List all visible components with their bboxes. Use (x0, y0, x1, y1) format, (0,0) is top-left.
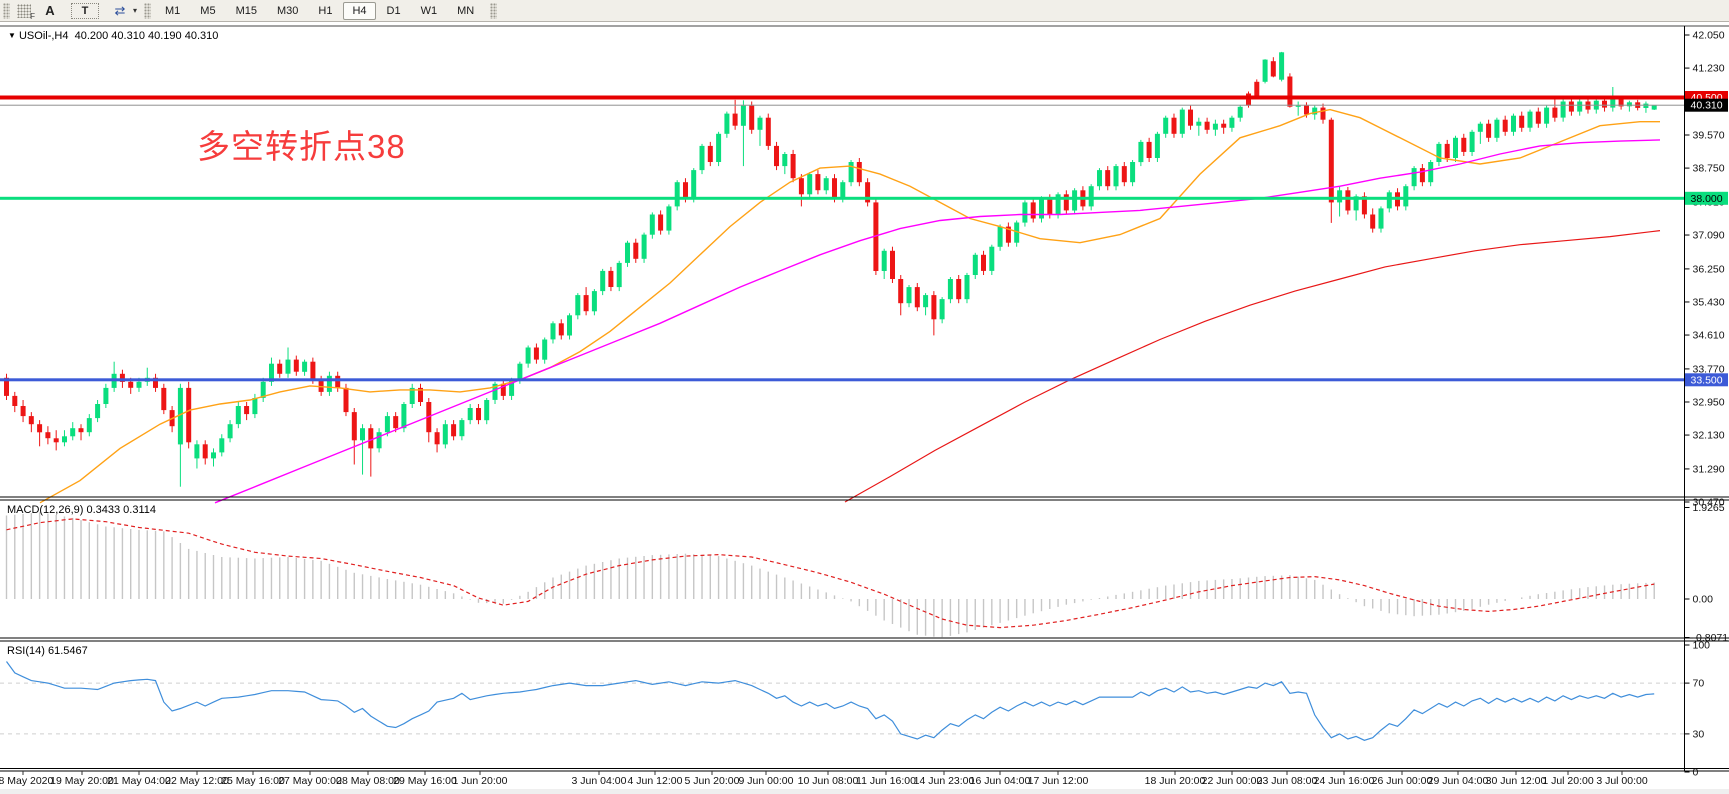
macd-indicator-label: MACD(12,26,9) 0.3433 0.3114 (7, 504, 156, 516)
horizontal-lines (0, 95, 1685, 382)
macd-panel: 1.9265 0.00 -0.8071 (5, 502, 1729, 644)
svg-text:100: 100 (1693, 640, 1711, 652)
toolbar-drag-handle[interactable] (144, 2, 152, 19)
svg-text:22 May 12:00: 22 May 12:00 (165, 775, 229, 787)
chevron-down-icon[interactable]: ▾ (133, 6, 138, 15)
mid-ma-magenta (214, 139, 1661, 504)
svg-text:38.750: 38.750 (1693, 163, 1725, 175)
indicator-grid-icon[interactable]: F (17, 3, 35, 21)
price-axis[interactable]: 42.05041.23039.57038.75037.91037.09036.2… (1684, 30, 1729, 509)
svg-text:37.090: 37.090 (1693, 230, 1725, 242)
svg-text:22 Jun 00:00: 22 Jun 00:00 (1202, 775, 1263, 787)
svg-text:3 Jun 04:00: 3 Jun 04:00 (572, 775, 627, 787)
text-a-icon[interactable]: A (45, 3, 55, 18)
svg-text:1.9265: 1.9265 (1693, 502, 1725, 514)
svg-text:28 May 08:00: 28 May 08:00 (336, 775, 400, 787)
svg-text:39.570: 39.570 (1693, 130, 1725, 142)
hline-current-price[interactable] (0, 104, 1685, 106)
collapse-triangle-icon[interactable]: ▼ (8, 31, 16, 40)
svg-text:27 May 00:00: 27 May 00:00 (278, 775, 342, 787)
rsi-line (6, 661, 1655, 741)
svg-text:31.290: 31.290 (1693, 463, 1725, 475)
moving-averages (39, 108, 1661, 504)
rsi-indicator-label: RSI(14) 61.5467 (7, 645, 88, 657)
svg-text:30 Jun 12:00: 30 Jun 12:00 (1486, 775, 1547, 787)
svg-text:11 Jun 16:00: 11 Jun 16:00 (856, 775, 916, 787)
svg-text:5 Jun 20:00: 5 Jun 20:00 (685, 775, 740, 787)
timeframe-button-M15[interactable]: M15 (235, 4, 257, 17)
timeframe-button-group: M1 M5 M15 M30 H1 H4 D1 W1 MN (155, 1, 484, 20)
svg-text:32.130: 32.130 (1693, 430, 1725, 442)
chart-title: ▼ USOil-,H4 40.200 40.310 40.190 40.310 (8, 30, 219, 42)
timeframe-button-M1[interactable]: M1 (165, 4, 181, 17)
toolbar: F A T ⇄ ▾ M1 M5 M15 M30 H1 H4 D1 W1 MN (0, 0, 1729, 22)
svg-text:33.500: 33.500 (1691, 374, 1723, 386)
svg-text:16 Jun 04:00: 16 Jun 04:00 (970, 775, 1031, 787)
svg-text:0: 0 (1693, 767, 1699, 779)
svg-text:36.250: 36.250 (1693, 263, 1725, 275)
panel-borders (0, 25, 1729, 772)
rsi-panel: 100 70 30 0 (0, 640, 1710, 779)
timeframe-button-M5[interactable]: M5 (200, 4, 216, 17)
svg-text:23 Jun 08:00: 23 Jun 08:00 (1257, 775, 1318, 787)
svg-text:4 Jun 12:00: 4 Jun 12:00 (628, 775, 683, 787)
svg-text:1 Jul 20:00: 1 Jul 20:00 (1542, 775, 1594, 787)
svg-text:29 May 16:00: 29 May 16:00 (393, 775, 457, 787)
svg-text:41.230: 41.230 (1693, 63, 1725, 75)
svg-text:21 May 04:00: 21 May 04:00 (107, 775, 171, 787)
svg-text:10 Jun 08:00: 10 Jun 08:00 (798, 775, 859, 787)
svg-text:19 May 20:00: 19 May 20:00 (50, 775, 114, 787)
hline-support-38.0[interactable] (0, 196, 1685, 200)
cursor-arrows-icon[interactable]: ⇄ (114, 2, 126, 18)
timeframe-button-MN[interactable]: MN (457, 4, 475, 17)
svg-text:33.770: 33.770 (1693, 363, 1725, 375)
candlesticks (4, 51, 1657, 487)
toolbar-drag-handle[interactable] (3, 2, 10, 19)
svg-text:42.050: 42.050 (1693, 30, 1725, 42)
svg-text:14 Jun 23:00: 14 Jun 23:00 (914, 775, 975, 787)
svg-text:38.000: 38.000 (1691, 193, 1723, 205)
svg-text:-0.8071: -0.8071 (1693, 632, 1729, 644)
toolbar-drag-handle[interactable] (490, 2, 498, 19)
svg-text:35.430: 35.430 (1693, 296, 1725, 308)
svg-text:26 Jun 00:00: 26 Jun 00:00 (1372, 775, 1433, 787)
svg-text:18 May 2020: 18 May 2020 (0, 775, 54, 787)
svg-text:30.470: 30.470 (1693, 496, 1725, 508)
timeframe-button-D1[interactable]: D1 (386, 4, 401, 17)
svg-text:34.610: 34.610 (1693, 330, 1725, 342)
svg-text:1 Jun 20:00: 1 Jun 20:00 (453, 775, 508, 787)
timeframe-button-W1[interactable]: W1 (420, 4, 438, 17)
svg-text:9 Jun 00:00: 9 Jun 00:00 (739, 775, 794, 787)
svg-text:3 Jul 00:00: 3 Jul 00:00 (1596, 775, 1648, 787)
timeframe-button-M30[interactable]: M30 (276, 4, 299, 17)
svg-text:0.00: 0.00 (1693, 594, 1714, 606)
chart-canvas[interactable]: 42.05041.23039.57038.75037.91037.09036.2… (0, 22, 1729, 794)
svg-text:40.310: 40.310 (1691, 100, 1723, 112)
svg-text:29 Jun 04:00: 29 Jun 04:00 (1428, 775, 1489, 787)
svg-text:17 Jun 12:00: 17 Jun 12:00 (1028, 775, 1089, 787)
svg-text:70: 70 (1693, 678, 1705, 690)
hline-resistance-40.5[interactable] (0, 95, 1685, 100)
timeframe-button-H1[interactable]: H1 (318, 4, 333, 17)
text-label-icon[interactable]: T (71, 2, 99, 19)
svg-text:30: 30 (1693, 728, 1705, 740)
svg-text:18 Jun 20:00: 18 Jun 20:00 (1145, 775, 1206, 787)
slow-ma-red (844, 230, 1661, 503)
fast-ma-orange (39, 108, 1660, 504)
timeframe-button-H4[interactable]: H4 (343, 1, 376, 20)
chart-annotation-text: 多空转折点38 (197, 128, 406, 165)
macd-signal-line (6, 518, 1655, 629)
svg-text:24 Jun 16:00: 24 Jun 16:00 (1314, 775, 1375, 787)
hline-support-33.5[interactable] (0, 378, 1685, 382)
svg-text:25 May 16:00: 25 May 16:00 (221, 775, 285, 787)
svg-text:32.950: 32.950 (1693, 396, 1725, 408)
